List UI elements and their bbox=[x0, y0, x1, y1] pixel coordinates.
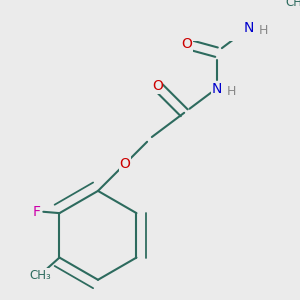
Text: CH₃: CH₃ bbox=[285, 0, 300, 9]
Text: H: H bbox=[259, 24, 268, 37]
Text: N: N bbox=[211, 82, 222, 95]
Text: O: O bbox=[182, 37, 192, 51]
Text: O: O bbox=[152, 79, 163, 93]
Text: H: H bbox=[226, 85, 236, 98]
Text: O: O bbox=[119, 157, 130, 171]
Text: CH₃: CH₃ bbox=[30, 268, 52, 282]
Text: F: F bbox=[33, 205, 41, 219]
Text: N: N bbox=[244, 21, 254, 35]
